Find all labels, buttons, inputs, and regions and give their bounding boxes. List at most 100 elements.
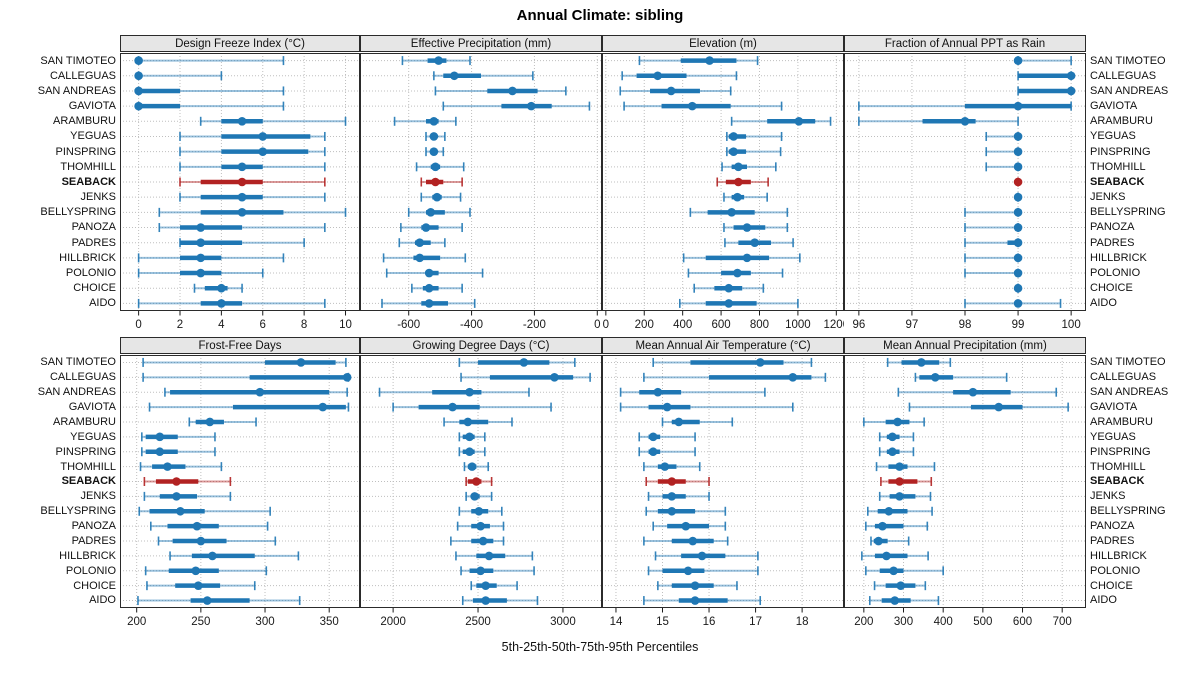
median-dot [1013,192,1023,202]
site-label-gaviota: GAVIOTA [1090,100,1138,113]
site-label-gaviota: GAVIOTA [1090,401,1138,414]
median-dot [648,447,658,457]
site-row-bellyspring [158,207,347,217]
median-dot [424,268,434,278]
median-dot [681,521,691,531]
site-label-gaviota: GAVIOTA [68,401,116,414]
site-label-bellyspring: BELLYSPRING [1090,206,1166,219]
site-row-panoza [400,223,463,233]
median-dot [917,358,926,367]
median-dot [448,402,457,412]
median-dot [449,71,459,81]
site-row-calleguas [433,71,534,81]
site-row-aido [678,298,799,308]
median-dot [481,596,490,605]
site-label-padres: PADRES [71,534,116,547]
site-row-panoza [150,521,269,531]
site-row-gaviota [908,402,1069,412]
median-dot [727,208,736,217]
panel-border [360,355,602,608]
site-label-bellyspring: BELLYSPRING [1090,505,1166,518]
median-dot [176,506,185,516]
site-label-choice: CHOICE [1090,579,1133,592]
site-label-san-timoteo: SAN TIMOTEO [40,356,116,369]
site-row-choice [193,283,243,293]
median-dot [690,581,700,590]
site-label-jenks: JENKS [1090,191,1126,204]
site-label-san-timoteo: SAN TIMOTEO [40,54,116,67]
axis-tick-label: 15 [656,616,669,628]
site-row-calleguas [621,71,738,81]
site-row-aramburu [443,417,513,427]
site-label-seaback: SEABACK [61,175,116,188]
median-dot [1013,132,1023,141]
site-label-aido: AIDO [1090,297,1117,310]
axis-tick-label: 600 [1013,616,1032,628]
site-row-polonio [460,566,535,576]
site-row-seaback [179,177,326,187]
median-dot [424,299,434,308]
axis-tick-label: 96 [852,319,865,331]
median-dot [431,177,440,187]
median-dot [478,536,488,546]
axis-tick-label: 2 [177,319,183,331]
site-row-thomhill [463,462,490,472]
site-label-yeguas: YEGUAS [1090,130,1136,143]
site-label-hillbrick: HILLBRICK [59,251,116,264]
axis-tick-label: 97 [906,319,919,331]
site-row-hillbrick [861,551,929,561]
median-dot [481,581,490,590]
site-label-san-andreas: SAN ANDREAS [37,386,116,399]
site-row-bellyspring [407,207,471,217]
median-dot [788,373,798,382]
median-dot [1013,253,1023,263]
median-dot [1013,238,1023,248]
median-dot [192,521,202,531]
site-row-yeguas [179,131,326,141]
site-label-choice: CHOICE [73,282,116,295]
panel-design-freeze-index-c: 0 2 4 6 8 10 [120,53,360,331]
axis-tick-label: 400 [934,616,953,628]
site-label-panoza: PANOZA [1090,520,1135,533]
site-row-aido [868,596,940,606]
median-dot [470,492,479,501]
strip-header-growing-degree-days-c: Growing Degree Days (°C) [360,337,602,354]
site-row-san-timoteo [652,357,813,367]
site-row-choice [657,581,738,591]
site-row-aido [137,298,326,308]
axis-tick-label: 1200 [824,319,844,331]
site-label-aramburu: ARAMBURU [1090,115,1153,128]
median-dot [415,238,425,248]
site-label-pinspring: PINSPRING [1090,445,1151,458]
site-labels-right-row1: SAN TIMOTEO CALLEGUAS SAN ANDREAS GAVIOTA AR… [1090,355,1200,608]
site-row-hillbrick [137,253,285,263]
site-row-padres [157,536,277,546]
panel-effective-precipitation-mm: -600 -400 -200 0 [360,53,602,331]
median-dot [467,462,477,471]
site-row-san-timoteo [134,56,285,66]
site-row-choice [411,283,463,293]
median-dot [687,101,697,111]
site-row-jenks [420,192,462,202]
median-dot [666,86,676,96]
median-dot [742,253,752,263]
site-row-gaviota [442,101,591,111]
site-row-panoza [723,223,789,233]
site-row-san-andreas [378,387,530,397]
median-dot [237,192,247,202]
site-label-padres: PADRES [1090,236,1135,249]
axis-tick-label: 8 [301,319,307,331]
median-dot [674,417,684,427]
median-dot [1013,101,1023,111]
median-dot [465,432,474,442]
axis-tick-label: 98 [959,319,972,331]
median-dot [884,506,894,516]
median-dot [874,536,883,546]
site-row-polonio [385,268,484,278]
site-label-thomhill: THOMHILL [60,460,116,473]
median-dot [296,358,306,367]
median-dot [424,283,434,293]
axis-tick-label: 18 [796,616,809,628]
site-row-seaback [420,177,463,187]
